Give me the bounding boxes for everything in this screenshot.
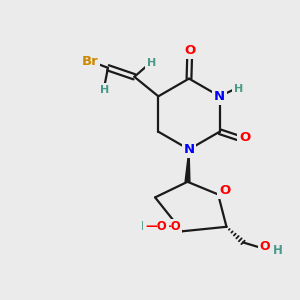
Text: N: N — [183, 143, 195, 156]
Text: H: H — [100, 85, 109, 95]
Text: O: O — [219, 184, 230, 197]
Text: H: H — [234, 84, 243, 94]
Text: H: H — [147, 58, 156, 68]
Text: —O: —O — [145, 220, 167, 233]
Text: —O: —O — [159, 220, 181, 233]
Polygon shape — [160, 224, 182, 231]
Text: N: N — [214, 90, 225, 103]
Polygon shape — [185, 149, 190, 182]
Text: O: O — [184, 44, 195, 57]
Text: H: H — [141, 220, 151, 233]
Text: H: H — [148, 220, 158, 233]
Text: Br: Br — [82, 55, 98, 68]
Text: O: O — [259, 240, 270, 254]
Text: H: H — [273, 244, 283, 257]
Text: O: O — [239, 131, 250, 144]
